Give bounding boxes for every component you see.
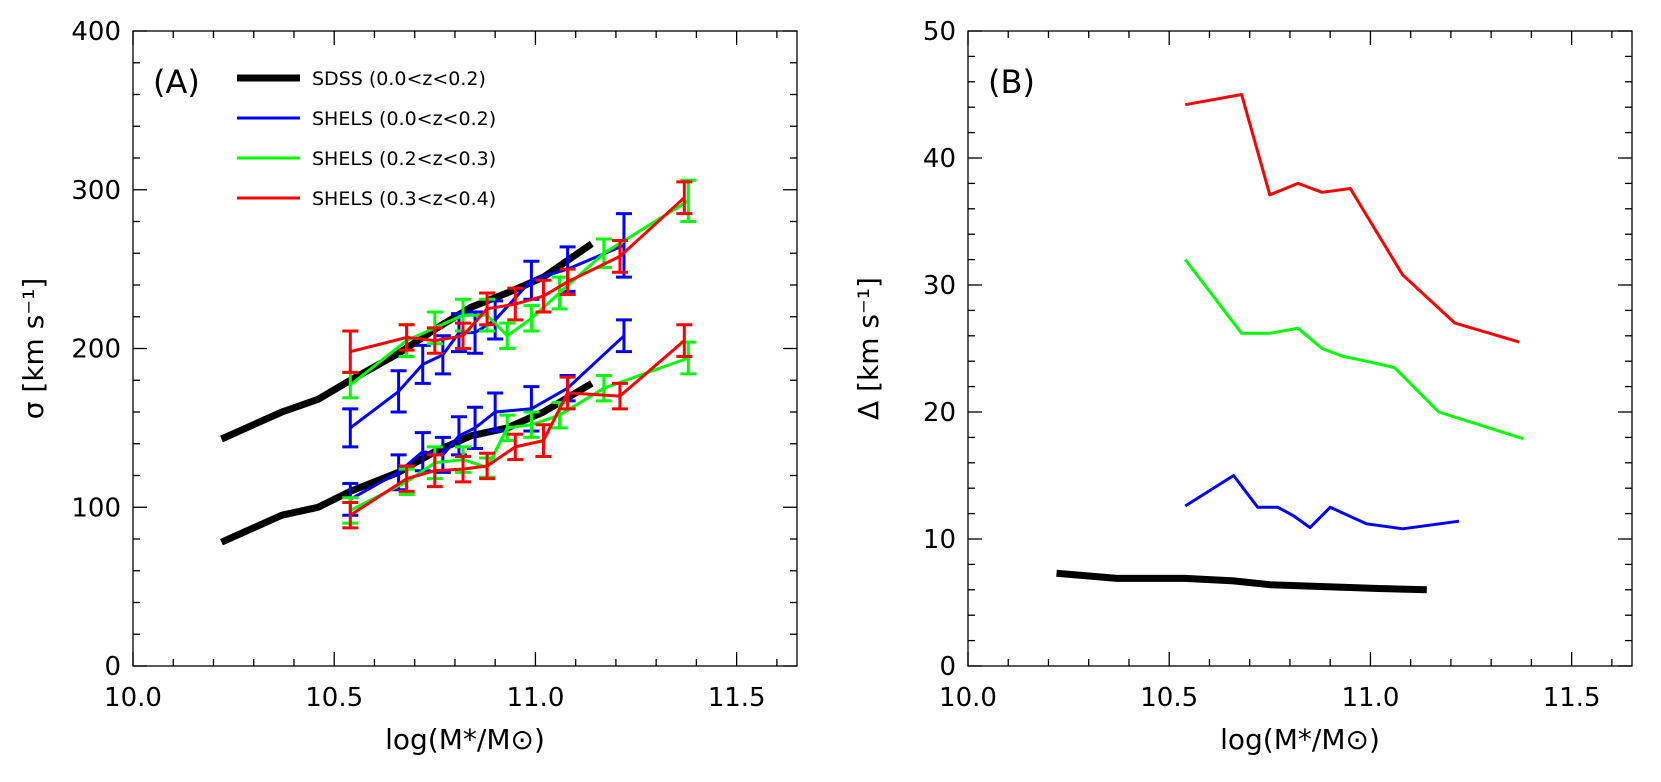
legend-label: SHELS (0.3<z<0.4) xyxy=(312,188,496,210)
y-tick-label: 40 xyxy=(923,144,956,174)
series-7 xyxy=(342,323,693,530)
legend: SDSS (0.0<z<0.2) SHELS (0.0<z<0.2) SHELS (… xyxy=(237,68,496,210)
series-6 xyxy=(342,180,693,374)
y-tick-label: 20 xyxy=(923,398,956,428)
series-line xyxy=(349,199,690,387)
series-line xyxy=(349,339,686,517)
y-tick-label: 30 xyxy=(923,271,956,301)
series-line xyxy=(349,196,686,354)
series-3 xyxy=(1185,93,1520,344)
panel-label: (A) xyxy=(153,63,200,101)
series-line xyxy=(1056,569,1427,594)
series-line xyxy=(349,356,689,512)
series-2 xyxy=(1184,258,1524,441)
plot-frame xyxy=(967,30,1633,667)
x-axis-title: log(M*/M⊙) xyxy=(385,723,545,756)
panel-b-chart: 10.0 10.5 11.0 11.5 0 10 20 30 40 50 log(M*/M⊙) Δ [… xyxy=(852,17,1633,756)
series-line xyxy=(1185,93,1520,344)
x-axis-title: log(M*/M⊙) xyxy=(1220,723,1380,756)
y-tick-label: 10 xyxy=(923,525,956,555)
x-tick-label: 11.5 xyxy=(1543,683,1601,713)
y-tick-label: 0 xyxy=(939,652,956,682)
series-1 xyxy=(1184,474,1460,531)
y-axis-title: σ [km s⁻¹] xyxy=(17,278,50,419)
y-tick-label: 200 xyxy=(71,335,121,365)
y-tick-label: 100 xyxy=(71,493,121,523)
legend-label: SDSS (0.0<z<0.2) xyxy=(312,68,486,90)
panel-label: (B) xyxy=(988,63,1035,101)
panel-a-chart: 10.0 10.5 11.0 11.5 0 100 200 300 400 log(M*/M⊙) σ… xyxy=(17,17,798,756)
series-3 xyxy=(342,318,632,517)
y-tick-label: 50 xyxy=(923,17,956,47)
series-0 xyxy=(1056,569,1427,594)
x-tick-label: 10.5 xyxy=(305,683,363,713)
x-tick-label: 11.0 xyxy=(1341,683,1399,713)
y-tick-label: 300 xyxy=(71,176,121,206)
series-line xyxy=(1184,474,1460,531)
legend-label: SHELS (0.0<z<0.2) xyxy=(312,108,496,130)
y-tick-label: 400 xyxy=(71,17,121,47)
x-tick-label: 11.0 xyxy=(506,683,564,713)
x-tick-label: 11.5 xyxy=(708,683,766,713)
series-1 xyxy=(220,380,594,546)
series-line xyxy=(349,334,626,501)
x-tick-label: 10.0 xyxy=(939,683,997,713)
y-axis-title: Δ [km s⁻¹] xyxy=(852,277,885,420)
series-line xyxy=(220,380,594,546)
x-tick-label: 10.5 xyxy=(1140,683,1198,713)
y-tick-label: 0 xyxy=(104,652,121,682)
legend-label: SHELS (0.2<z<0.3) xyxy=(312,148,496,170)
series-line xyxy=(1184,258,1524,441)
x-tick-label: 10.0 xyxy=(104,683,162,713)
